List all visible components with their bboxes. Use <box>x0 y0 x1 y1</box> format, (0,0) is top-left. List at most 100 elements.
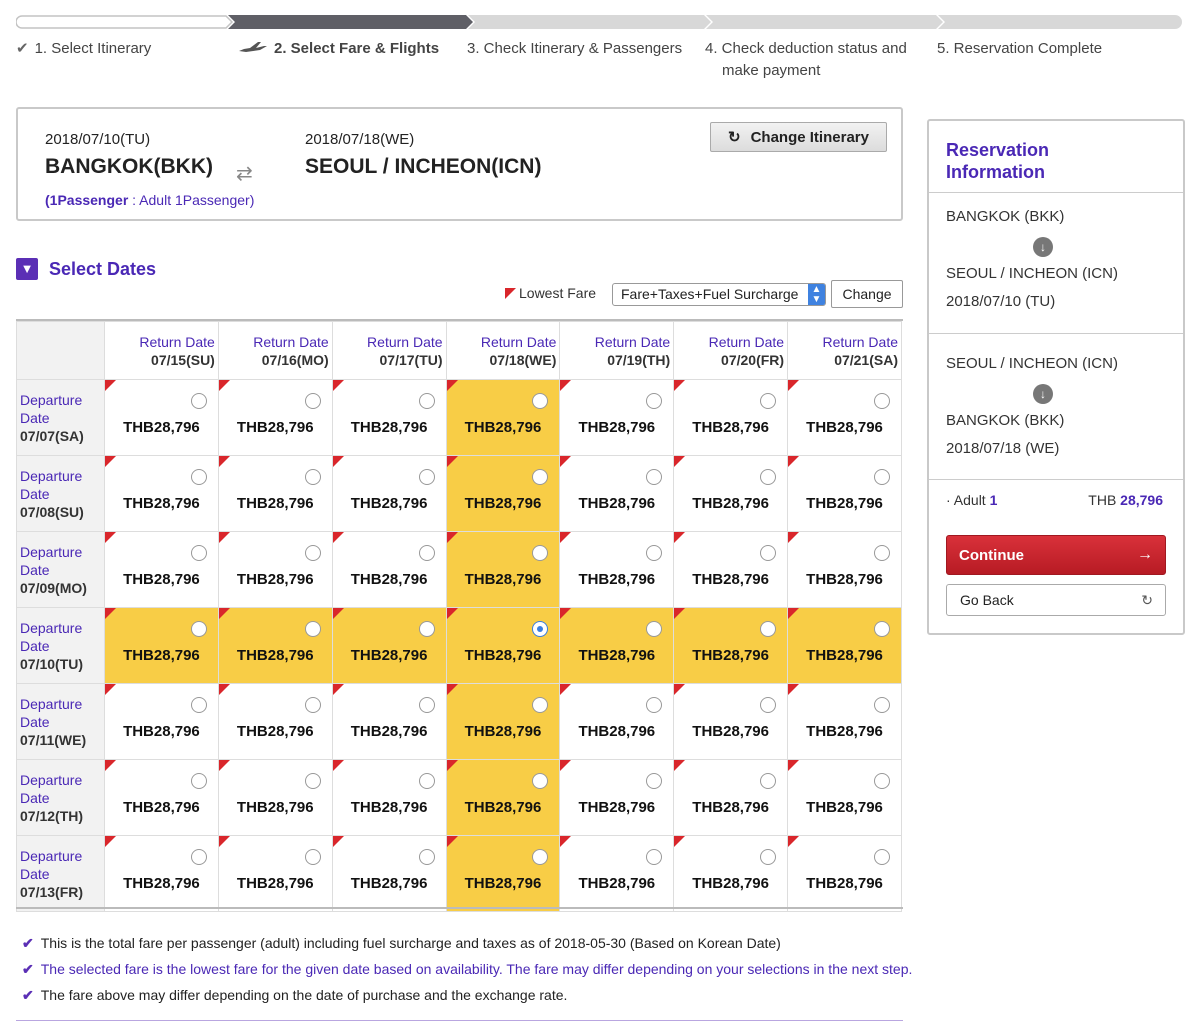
fare-cell[interactable]: THB28,796 <box>331 683 447 760</box>
fare-radio[interactable] <box>532 621 549 637</box>
fare-radio[interactable] <box>532 849 549 865</box>
fare-radio[interactable] <box>304 697 321 713</box>
fare-cell[interactable]: THB28,796 <box>559 683 675 760</box>
fare-cell[interactable]: THB28,796 <box>104 759 219 836</box>
fare-radio[interactable] <box>760 697 777 713</box>
fare-radio[interactable] <box>874 621 890 637</box>
fare-type-select[interactable]: Fare+Taxes+Fuel Surcharge ▲ ▼ <box>612 283 826 306</box>
fare-radio[interactable] <box>646 545 663 561</box>
fare-cell[interactable]: THB28,796 <box>787 759 902 836</box>
fare-radio[interactable] <box>190 697 207 713</box>
fare-cell[interactable]: THB28,796 <box>787 531 902 608</box>
fare-cell[interactable]: THB28,796 <box>787 607 902 684</box>
change-itinerary-button[interactable]: ↻ Change Itinerary <box>710 122 887 152</box>
fare-cell[interactable]: THB28,796 <box>331 531 447 608</box>
fare-radio[interactable] <box>418 697 435 713</box>
fare-cell[interactable]: THB28,796 <box>104 683 219 760</box>
fare-radio[interactable] <box>646 773 663 789</box>
fare-radio[interactable] <box>190 469 207 485</box>
fare-cell[interactable]: THB28,796 <box>673 379 789 456</box>
fare-cell[interactable]: THB28,796 <box>559 531 675 608</box>
fare-radio[interactable] <box>874 469 890 485</box>
fare-cell[interactable]: THB28,796 <box>445 835 561 912</box>
fare-radio[interactable] <box>646 621 663 637</box>
fare-radio[interactable] <box>418 393 435 409</box>
fare-radio[interactable] <box>304 773 321 789</box>
fare-radio[interactable] <box>304 469 321 485</box>
fare-cell[interactable]: THB28,796 <box>331 835 447 912</box>
fare-radio[interactable] <box>304 621 321 637</box>
fare-cell[interactable]: THB28,796 <box>559 607 675 684</box>
fare-cell[interactable]: THB28,796 <box>673 759 789 836</box>
fare-cell[interactable]: THB28,796 <box>217 455 333 532</box>
fare-cell[interactable]: THB28,796 <box>673 835 789 912</box>
change-fare-type-button[interactable]: Change <box>831 280 903 308</box>
fare-radio[interactable] <box>532 697 549 713</box>
fare-radio[interactable] <box>190 773 207 789</box>
fare-radio[interactable] <box>190 545 207 561</box>
fare-cell[interactable]: THB28,796 <box>217 379 333 456</box>
fare-radio[interactable] <box>760 773 777 789</box>
fare-cell[interactable]: THB28,796 <box>787 455 902 532</box>
fare-radio[interactable] <box>874 773 890 789</box>
fare-radio[interactable] <box>874 849 890 865</box>
fare-cell[interactable]: THB28,796 <box>331 759 447 836</box>
fare-cell[interactable]: THB28,796 <box>445 455 561 532</box>
fare-radio[interactable] <box>418 849 435 865</box>
fare-cell[interactable]: THB28,796 <box>787 683 902 760</box>
fare-cell[interactable]: THB28,796 <box>217 607 333 684</box>
fare-radio[interactable] <box>418 469 435 485</box>
fare-radio[interactable] <box>646 393 663 409</box>
fare-cell[interactable]: THB28,796 <box>104 379 219 456</box>
fare-radio[interactable] <box>190 393 207 409</box>
fare-radio[interactable] <box>646 849 663 865</box>
fare-cell[interactable]: THB28,796 <box>673 531 789 608</box>
fare-radio[interactable] <box>304 545 321 561</box>
fare-radio[interactable] <box>532 545 549 561</box>
fare-radio[interactable] <box>304 849 321 865</box>
fare-cell[interactable]: THB28,796 <box>787 379 902 456</box>
fare-radio[interactable] <box>418 545 435 561</box>
fare-radio[interactable] <box>190 621 207 637</box>
fare-cell[interactable]: THB28,796 <box>331 379 447 456</box>
go-back-button[interactable]: Go Back ↻ <box>946 584 1166 616</box>
fare-cell[interactable]: THB28,796 <box>104 607 219 684</box>
fare-radio[interactable] <box>760 393 777 409</box>
fare-radio[interactable] <box>190 849 207 865</box>
fare-radio[interactable] <box>874 545 890 561</box>
fare-radio[interactable] <box>418 773 435 789</box>
fare-cell[interactable]: THB28,796 <box>559 835 675 912</box>
fare-radio[interactable] <box>532 469 549 485</box>
continue-button[interactable]: Continue → <box>946 535 1166 575</box>
fare-radio[interactable] <box>760 545 777 561</box>
fare-cell[interactable]: THB28,796 <box>559 759 675 836</box>
fare-cell[interactable]: THB28,796 <box>559 455 675 532</box>
fare-cell[interactable]: THB28,796 <box>673 607 789 684</box>
fare-radio[interactable] <box>760 469 777 485</box>
chevron-down-icon[interactable]: ▼ <box>16 258 38 280</box>
fare-cell[interactable]: THB28,796 <box>445 683 561 760</box>
fare-cell[interactable]: THB28,796 <box>104 531 219 608</box>
fare-radio[interactable] <box>760 849 777 865</box>
fare-cell[interactable]: THB28,796 <box>445 379 561 456</box>
fare-radio[interactable] <box>304 393 321 409</box>
fare-cell[interactable]: THB28,796 <box>331 455 447 532</box>
fare-cell[interactable]: THB28,796 <box>217 683 333 760</box>
fare-cell[interactable]: THB28,796 <box>104 835 219 912</box>
fare-cell[interactable]: THB28,796 <box>104 455 219 532</box>
fare-cell[interactable]: THB28,796 <box>445 759 561 836</box>
fare-cell[interactable]: THB28,796 <box>217 759 333 836</box>
fare-cell[interactable]: THB28,796 <box>673 455 789 532</box>
fare-cell[interactable]: THB28,796 <box>217 531 333 608</box>
fare-radio[interactable] <box>418 621 435 637</box>
fare-cell[interactable]: THB28,796 <box>445 531 561 608</box>
fare-cell[interactable]: THB28,796 <box>331 607 447 684</box>
fare-radio[interactable] <box>646 697 663 713</box>
fare-radio[interactable] <box>760 621 777 637</box>
fare-radio[interactable] <box>532 393 549 409</box>
fare-cell[interactable]: THB28,796 <box>445 607 561 684</box>
fare-cell[interactable]: THB28,796 <box>787 835 902 912</box>
fare-radio[interactable] <box>874 697 890 713</box>
fare-radio[interactable] <box>874 393 890 409</box>
fare-radio[interactable] <box>532 773 549 789</box>
